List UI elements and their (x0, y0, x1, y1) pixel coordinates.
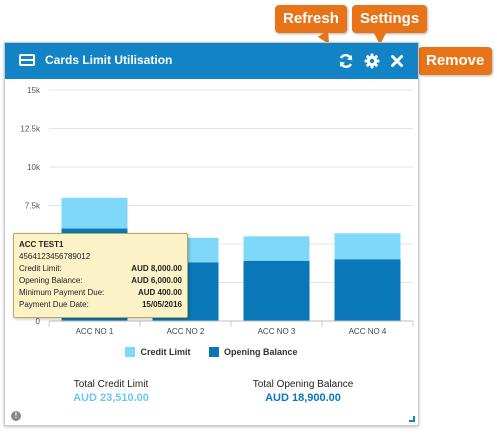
tooltip-due-date-label: Payment Due Date: (19, 300, 89, 309)
total-opening-balance-value: AUD 18,900.00 (265, 392, 341, 404)
refresh-icon (339, 54, 353, 68)
x-tick-label: ACC NO 3 (258, 327, 296, 336)
credit-card-icon (19, 54, 35, 66)
bar-opening-balance (334, 259, 401, 321)
gear-icon (364, 53, 380, 69)
tooltip-min-payment-label: Minimum Payment Due: (19, 288, 105, 297)
total-credit-limit-label: Total Credit Limit (73, 379, 149, 390)
chart-legend: Credit Limit Opening Balance (5, 347, 418, 359)
total-opening-balance: Total Opening Balance AUD 18,900.00 (213, 379, 393, 404)
tooltip-opening-balance-label: Opening Balance: (19, 276, 83, 285)
total-credit-limit: Total Credit Limit AUD 23,510.00 (21, 379, 201, 404)
resize-handle[interactable] (409, 416, 415, 422)
legend-opening-balance-label: Opening Balance (224, 347, 298, 357)
y-tick-label: 7.5k (25, 202, 41, 211)
y-tick-label: 15k (27, 86, 41, 95)
legend-opening-balance[interactable]: Opening Balance (209, 347, 298, 357)
tooltip-account: ACC TEST1 (19, 240, 64, 249)
remove-callout: Remove (418, 47, 493, 75)
tooltip-credit-limit-label: Credit Limit: (19, 264, 62, 273)
remove-button[interactable] (388, 52, 406, 70)
tooltip-card-number: 4564123456789012 (19, 252, 91, 261)
y-tick-label: 10k (27, 163, 41, 172)
x-tick-label: ACC NO 1 (76, 327, 114, 336)
settings-button[interactable] (363, 52, 381, 70)
x-tick-label: ACC NO 4 (349, 327, 387, 336)
refresh-callout-label: Refresh (283, 10, 339, 27)
y-tick-label: 12.5k (20, 125, 41, 134)
total-opening-balance-label: Total Opening Balance (252, 379, 354, 390)
widget-header: Cards Limit Utilisation (5, 43, 418, 79)
refresh-callout: Refresh (275, 5, 347, 33)
settings-callout-label: Settings (360, 10, 420, 27)
y-tick-label: 0 (36, 317, 41, 326)
total-credit-limit-value: AUD 23,510.00 (73, 392, 149, 404)
settings-callout: Settings (352, 5, 428, 33)
cards-limit-widget: Cards Limit Utilisation (4, 42, 419, 426)
tooltip-min-payment-value: AUD 400.00 (137, 288, 182, 297)
info-icon[interactable]: ! (11, 411, 21, 421)
refresh-button[interactable] (337, 52, 355, 70)
close-icon (391, 55, 403, 67)
tooltip-due-date-value: 15/05/2016 (141, 300, 182, 309)
bar-opening-balance (243, 260, 310, 321)
legend-opening-balance-swatch (209, 347, 219, 357)
widget-title: Cards Limit Utilisation (45, 53, 173, 67)
remove-callout-label: Remove (426, 52, 485, 69)
tooltip-credit-limit-value: AUD 8,000.00 (131, 264, 182, 273)
x-tick-label: ACC NO 2 (167, 327, 205, 336)
tooltip-opening-balance-value: AUD 6,000.00 (131, 276, 182, 285)
chart-tooltip: ACC TEST1 4564123456789012 Credit Limit:… (13, 233, 188, 318)
legend-credit-limit[interactable]: Credit Limit (125, 347, 190, 357)
legend-credit-limit-swatch (125, 347, 136, 357)
legend-credit-limit-label: Credit Limit (140, 347, 191, 357)
